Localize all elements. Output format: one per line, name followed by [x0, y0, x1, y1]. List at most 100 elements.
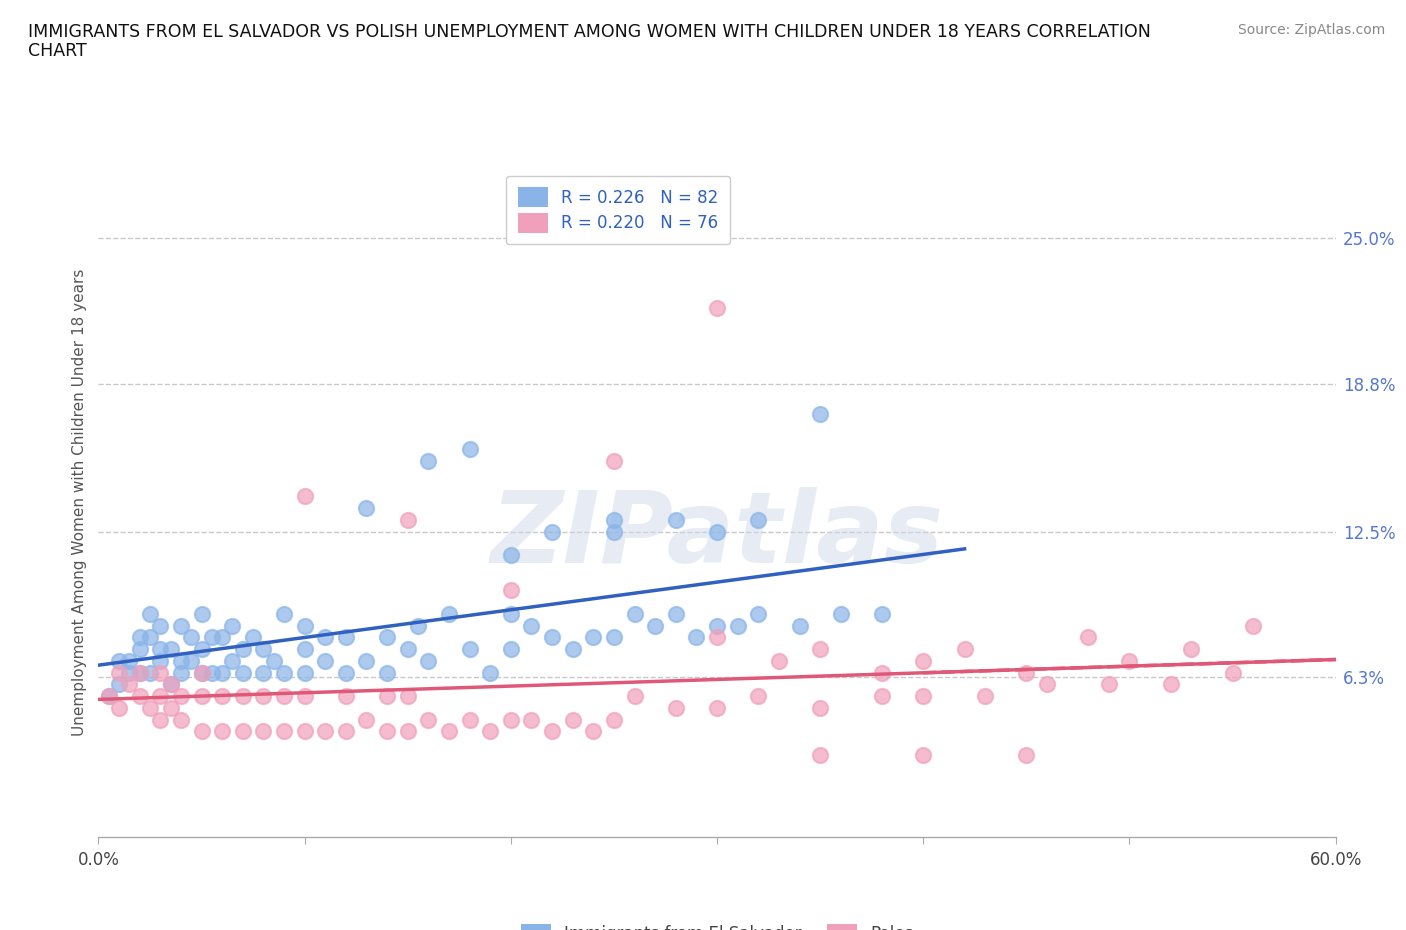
Point — [108, 700, 131, 715]
Point — [644, 618, 666, 633]
Point — [221, 654, 243, 669]
Point — [561, 712, 583, 727]
Point — [706, 525, 728, 539]
Point — [1098, 677, 1121, 692]
Point — [273, 606, 295, 621]
Point — [623, 606, 645, 621]
Point — [603, 712, 626, 727]
Point — [499, 642, 522, 657]
Point — [159, 677, 181, 692]
Point — [808, 700, 831, 715]
Text: Source: ZipAtlas.com: Source: ZipAtlas.com — [1237, 23, 1385, 37]
Point — [747, 688, 769, 703]
Point — [170, 712, 193, 727]
Point — [335, 724, 357, 738]
Point — [252, 724, 274, 738]
Point — [1015, 748, 1038, 763]
Point — [541, 724, 564, 738]
Point — [252, 688, 274, 703]
Point — [808, 406, 831, 421]
Point — [1241, 618, 1264, 633]
Point — [294, 642, 316, 657]
Point — [706, 301, 728, 316]
Point — [139, 630, 162, 644]
Point — [294, 489, 316, 504]
Point — [665, 512, 688, 527]
Point — [180, 654, 202, 669]
Point — [1077, 630, 1099, 644]
Point — [139, 665, 162, 680]
Point — [541, 630, 564, 644]
Point — [149, 618, 172, 633]
Point — [458, 712, 481, 727]
Point — [263, 654, 285, 669]
Point — [335, 665, 357, 680]
Point — [747, 512, 769, 527]
Point — [603, 525, 626, 539]
Point — [108, 654, 131, 669]
Point — [221, 618, 243, 633]
Point — [232, 688, 254, 703]
Point — [118, 665, 141, 680]
Point — [128, 688, 150, 703]
Point — [953, 642, 976, 657]
Point — [149, 688, 172, 703]
Point — [201, 665, 224, 680]
Point — [808, 748, 831, 763]
Point — [479, 724, 502, 738]
Point — [437, 724, 460, 738]
Point — [149, 654, 172, 669]
Point — [128, 642, 150, 657]
Point — [727, 618, 749, 633]
Point — [170, 618, 193, 633]
Point — [706, 700, 728, 715]
Point — [375, 724, 398, 738]
Point — [190, 724, 212, 738]
Point — [190, 688, 212, 703]
Text: CHART: CHART — [28, 42, 87, 60]
Point — [870, 665, 893, 680]
Point — [603, 630, 626, 644]
Point — [314, 724, 336, 738]
Point — [418, 454, 440, 469]
Y-axis label: Unemployment Among Women with Children Under 18 years: Unemployment Among Women with Children U… — [72, 269, 87, 736]
Point — [1180, 642, 1202, 657]
Point — [685, 630, 707, 644]
Point — [396, 512, 419, 527]
Point — [273, 665, 295, 680]
Point — [211, 665, 233, 680]
Point — [159, 677, 181, 692]
Point — [974, 688, 997, 703]
Point — [149, 642, 172, 657]
Point — [375, 665, 398, 680]
Point — [232, 665, 254, 680]
Point — [706, 618, 728, 633]
Point — [294, 688, 316, 703]
Point — [870, 606, 893, 621]
Point — [396, 642, 419, 657]
Point — [180, 630, 202, 644]
Point — [139, 700, 162, 715]
Point — [170, 688, 193, 703]
Point — [335, 688, 357, 703]
Point — [314, 654, 336, 669]
Point — [232, 724, 254, 738]
Point — [808, 642, 831, 657]
Point — [273, 688, 295, 703]
Point — [273, 724, 295, 738]
Point — [190, 665, 212, 680]
Point — [561, 642, 583, 657]
Point — [128, 630, 150, 644]
Point — [356, 500, 378, 515]
Point — [912, 748, 935, 763]
Point — [1160, 677, 1182, 692]
Legend: Immigrants from El Salvador, Poles: Immigrants from El Salvador, Poles — [509, 912, 925, 930]
Point — [499, 583, 522, 598]
Point — [201, 630, 224, 644]
Point — [458, 442, 481, 457]
Point — [97, 688, 120, 703]
Point — [912, 688, 935, 703]
Point — [252, 642, 274, 657]
Point — [294, 618, 316, 633]
Point — [108, 677, 131, 692]
